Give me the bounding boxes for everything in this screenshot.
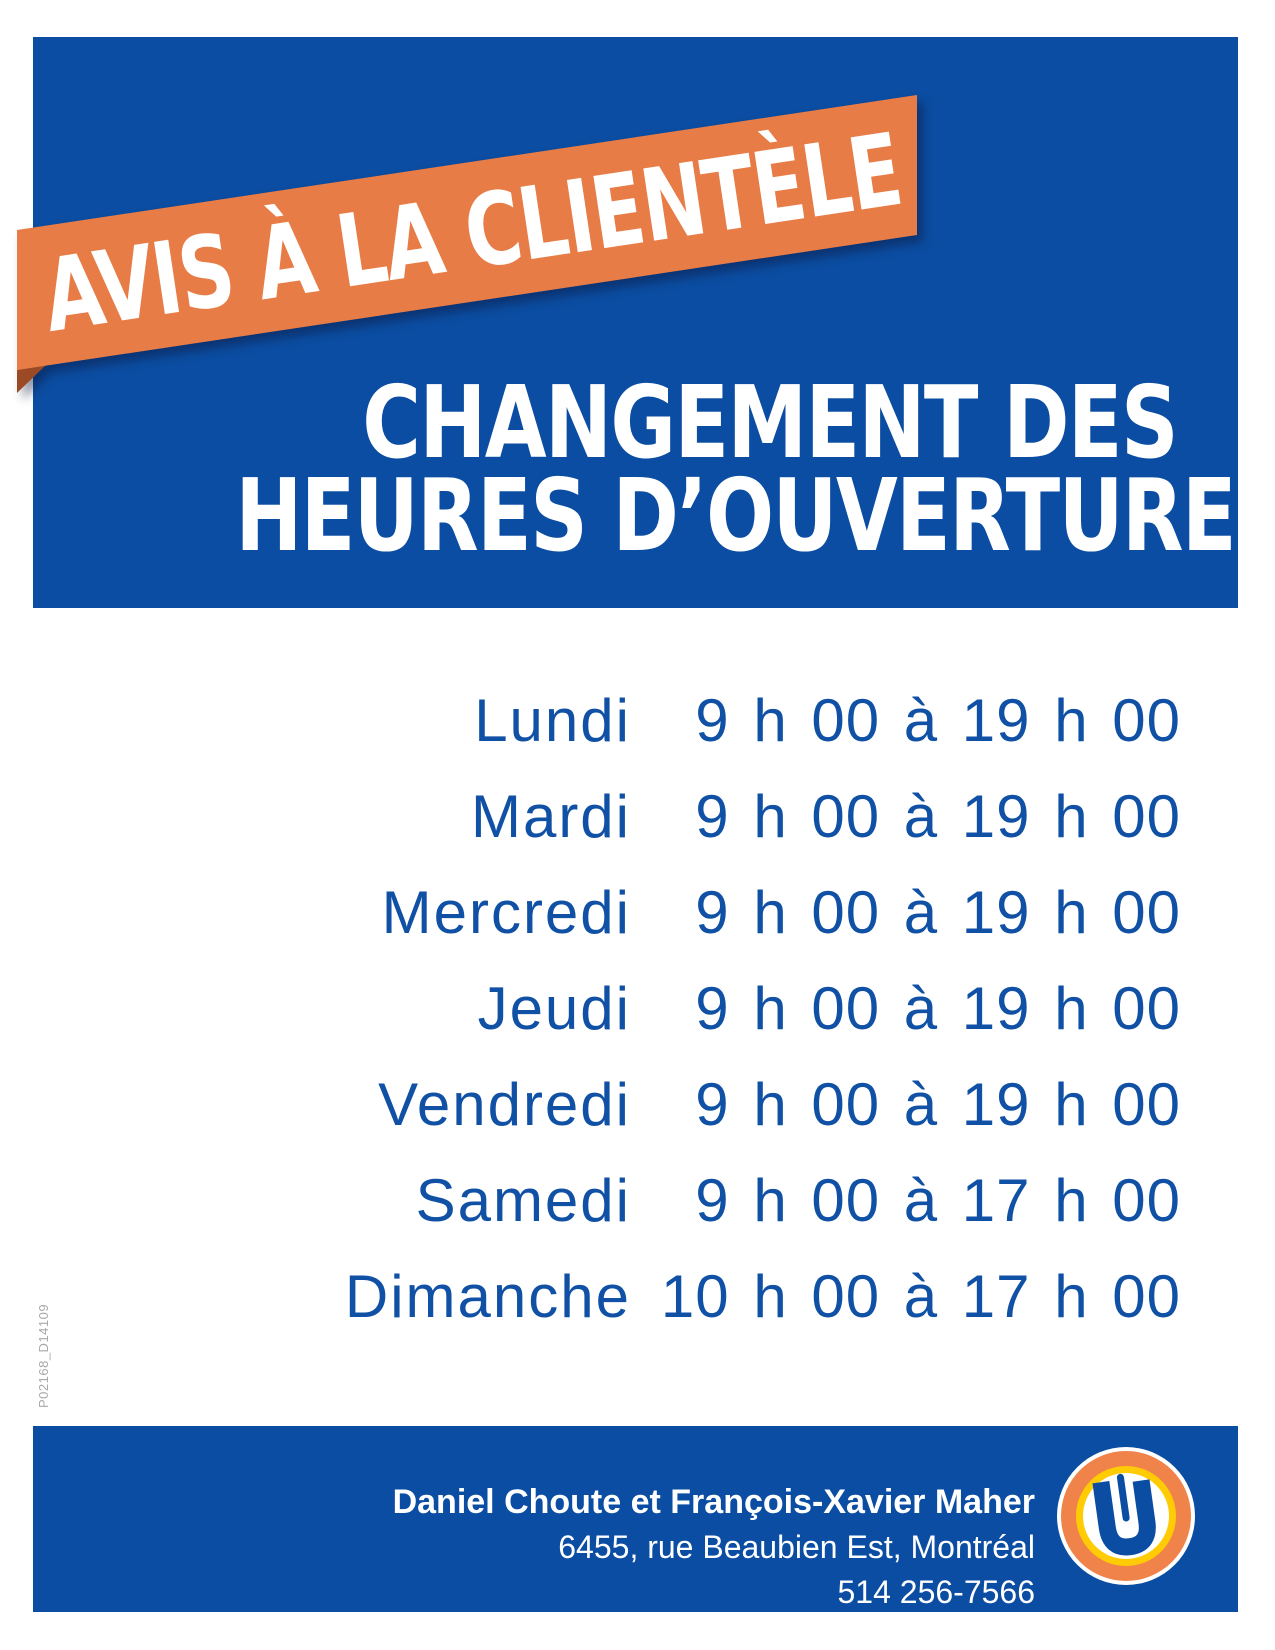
hours-table: Lundi 9 h 00 à 19 h 00 Mardi 9 h 00 à 19… [0, 672, 1181, 1344]
ribbon-band [17, 95, 917, 370]
table-row: Mercredi 9 h 00 à 19 h 00 [0, 864, 1181, 960]
day-label: Mercredi [381, 878, 631, 946]
print-code: P02168_D14109 [36, 1303, 51, 1408]
table-row: Jeudi 9 h 00 à 19 h 00 [0, 960, 1181, 1056]
phone-line: 514 256-7566 [837, 1574, 1035, 1610]
ribbon-fold-triangle [17, 365, 46, 393]
day-label: Mardi [470, 782, 631, 850]
hours-value: 9 h 00 à 19 h 00 [695, 878, 1181, 946]
hours-value: 9 h 00 à 19 h 00 [695, 974, 1181, 1042]
store-info: Daniel Choute et François-Xavier Maher 6… [393, 1480, 1035, 1615]
table-row: Samedi 9 h 00 à 17 h 00 [0, 1152, 1181, 1248]
table-row: Vendredi 9 h 00 à 19 h 00 [0, 1056, 1181, 1152]
footer-panel: Daniel Choute et François-Xavier Maher 6… [33, 1426, 1238, 1612]
day-label: Dimanche [344, 1262, 631, 1330]
logo-u-glyph [1092, 1473, 1156, 1556]
hours-value: 9 h 00 à 19 h 00 [695, 782, 1181, 850]
uniprix-logo-icon [1057, 1447, 1195, 1585]
page-title-line2: HEURES D’OUVERTURE [235, 457, 1236, 574]
owners-line: Daniel Choute et François-Xavier Maher [392, 1483, 1035, 1521]
day-label: Samedi [415, 1166, 631, 1234]
address-line: 6455, rue Beaubien Est, Montréal [558, 1529, 1035, 1565]
day-label: Jeudi [477, 974, 631, 1042]
hours-value: 9 h 00 à 19 h 00 [695, 1070, 1181, 1138]
table-row: Mardi 9 h 00 à 19 h 00 [0, 768, 1181, 864]
table-row: Lundi 9 h 00 à 19 h 00 [0, 672, 1181, 768]
table-row: Dimanche 10 h 00 à 17 h 00 [0, 1248, 1181, 1344]
day-label: Lundi [474, 686, 631, 754]
day-label: Vendredi [378, 1070, 631, 1138]
page-title-line1: CHANGEMENT DES [362, 364, 1178, 481]
hours-value: 9 h 00 à 17 h 00 [695, 1166, 1181, 1234]
page-title: CHANGEMENT DES HEURES D’OUVERTURE [235, 364, 1236, 574]
hours-value: 9 h 00 à 19 h 00 [695, 686, 1181, 754]
ribbon-shape [17, 95, 917, 393]
hours-value: 10 h 00 à 17 h 00 [660, 1262, 1181, 1330]
